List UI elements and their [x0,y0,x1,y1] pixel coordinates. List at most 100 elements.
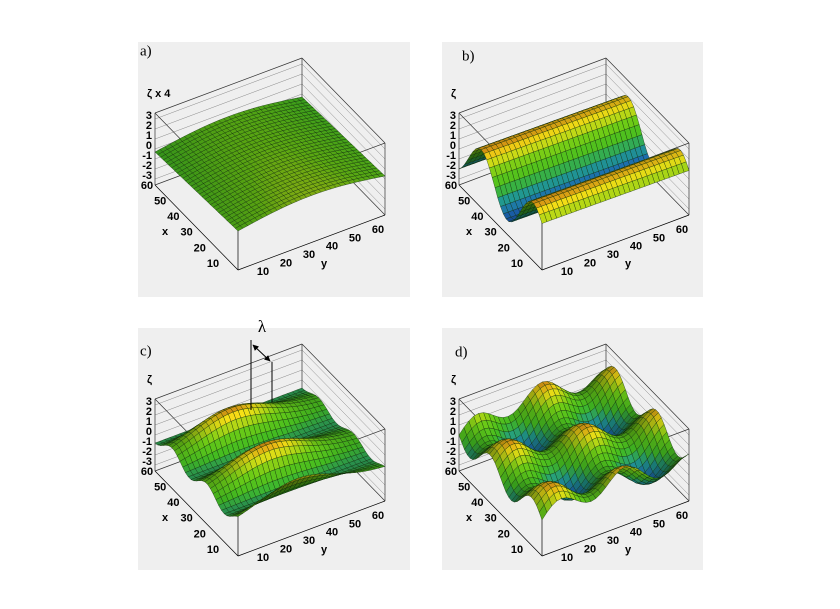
x-tick-label: 60 [445,466,457,478]
y-tick-label: 50 [349,232,361,244]
wall-grid-line [154,359,303,416]
x-tick-label: 10 [207,544,219,556]
box-edge [154,184,239,271]
z-axis-label: ζ [147,374,152,386]
surface-cell [234,225,244,232]
panel-label: b) [462,48,475,64]
z-tick-label: 3 [450,110,456,122]
x-tick-label: 30 [484,513,496,525]
y-axis-label: y [625,258,632,270]
x-axis-label: x [466,226,473,238]
z-tick-label: 3 [146,110,152,122]
surface [154,96,386,232]
y-tick-label: 50 [349,518,361,530]
y-tick-label: 50 [653,232,665,244]
y-tick-label: 50 [653,518,665,530]
x-tick-label: 50 [458,196,470,208]
wall-grid-line [605,63,690,150]
y-tick-label: 20 [584,258,596,270]
y-tick-label: 40 [630,527,642,539]
z-axis-label: ζ [451,88,456,100]
box-edge [154,470,239,557]
wall-grid-line [301,349,386,436]
z-axis-label: ζ [451,374,456,386]
wall-grid-line [154,73,303,130]
x-tick-label: 30 [180,227,192,239]
x-tick-label: 20 [498,528,510,540]
surface [458,95,690,224]
y-tick-label: 10 [561,552,573,564]
y-tick-label: 10 [257,266,269,278]
wall-grid-line [154,369,303,426]
x-tick-label: 60 [445,180,457,192]
y-tick-label: 20 [280,258,292,270]
panel-label: a) [140,43,152,59]
z-tick-label: -2 [142,160,152,172]
wall-grid-line [605,73,690,160]
y-tick-label: 60 [676,510,688,522]
x-tick-label: 60 [141,180,153,192]
x-axis-label: x [466,512,473,524]
x-tick-label: 40 [471,211,483,223]
box-edge [605,57,690,144]
box-edge [237,214,386,271]
y-tick-label: 60 [372,510,384,522]
z-axis-label: ζ x 4 [147,88,171,100]
box-edge [154,343,303,400]
x-tick-label: 20 [498,242,510,254]
panel-label: c) [140,343,152,359]
wall-grid-line [458,73,607,130]
x-tick-label: 60 [141,466,153,478]
wall-grid-line [301,369,386,456]
y-tick-label: 60 [372,224,384,236]
y-tick-label: 10 [561,266,573,278]
wall-grid-line [154,349,303,406]
z-tick-label: -1 [142,150,152,162]
box-edge [301,343,386,430]
z-tick-label: -3 [446,170,456,182]
y-tick-label: 30 [303,249,315,261]
x-tick-label: 40 [167,211,179,223]
panel: a)ζ x 43210-1-2-360504030201010203040506… [138,42,410,297]
wall-grid-line [458,93,607,150]
wall-grid-line [458,83,607,140]
lambda-label: λ [258,317,267,336]
z-tick-label: 1 [450,130,456,142]
box-edge [458,184,543,271]
x-tick-label: 50 [154,196,166,208]
y-tick-label: 60 [676,224,688,236]
surface [154,387,386,517]
y-axis-label: y [321,544,328,556]
wall-grid-line [301,63,386,150]
x-tick-label: 20 [194,528,206,540]
z-tick-label: 1 [146,130,152,142]
y-axis-label: y [321,258,328,270]
wall-grid-line [154,63,303,120]
x-tick-label: 20 [194,242,206,254]
y-tick-label: 20 [280,544,292,556]
x-tick-label: 50 [458,482,470,494]
y-tick-label: 30 [303,535,315,547]
wall-grid-line [301,379,386,466]
x-tick-label: 40 [471,497,483,509]
z-tick-label: 2 [146,120,152,132]
z-tick-label: -1 [446,150,456,162]
wall-grid-line [301,359,386,446]
y-tick-label: 40 [326,241,338,253]
box-edge [458,57,607,114]
y-tick-label: 20 [584,544,596,556]
wall-grid-line [301,73,386,160]
x-tick-label: 10 [511,258,523,270]
z-tick-label: 0 [450,140,456,152]
wall-grid-line [301,83,386,170]
y-tick-label: 30 [607,535,619,547]
x-axis-label: x [162,226,169,238]
x-tick-label: 30 [180,513,192,525]
y-axis-label: y [625,544,632,556]
panel-label: d) [455,344,468,360]
panels: a)ζ x 43210-1-2-360504030201010203040506… [138,42,703,570]
x-tick-label: 10 [207,258,219,270]
